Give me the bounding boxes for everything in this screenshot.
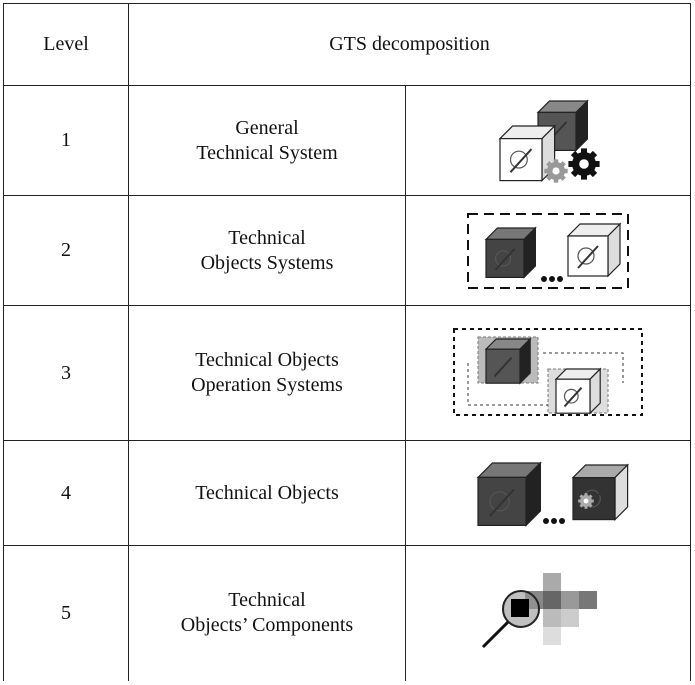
icon-cell: [405, 440, 691, 546]
header-row: Level GTS decomposition: [3, 3, 691, 86]
level-cell: 5: [3, 545, 129, 681]
icon-cell: [405, 85, 691, 196]
level-cell: 2: [3, 195, 129, 306]
icon: [481, 573, 597, 649]
name-line: Technical: [228, 589, 306, 612]
level-cell: 1: [3, 85, 129, 196]
row: 3 Technical Objects Operation Systems: [3, 305, 691, 441]
name-cell: Technical Objects’ Components: [128, 545, 406, 681]
name-cell: Technical Objects Operation Systems: [128, 305, 406, 441]
name-cell: Technical Objects: [128, 440, 406, 546]
name-line: Objects Systems: [200, 251, 334, 274]
icon: [467, 212, 629, 289]
level-cell: 4: [3, 440, 129, 546]
icon: [453, 328, 643, 416]
name-cell: Technical Objects Systems: [128, 195, 406, 306]
table-body: Level GTS decomposition 1 General Technica…: [3, 3, 691, 681]
name-line: Technical System: [196, 141, 338, 164]
icon-cell: [405, 195, 691, 306]
row: 1 General Technical System: [3, 85, 691, 196]
name-line: Technical Objects: [195, 349, 339, 371]
name-line: Technical Objects: [195, 481, 339, 504]
icon: [476, 461, 630, 527]
row: 4 Technical Objects: [3, 440, 691, 546]
name-cell: General Technical System: [128, 85, 406, 196]
icon-cell: [405, 545, 691, 681]
name-line: Technical: [228, 226, 306, 249]
name-line: Operation Systems: [191, 374, 343, 396]
level-cell: 3: [3, 305, 129, 441]
header-cell: GTS decomposition: [128, 3, 691, 86]
header-cell: Level: [3, 3, 129, 86]
name-line: General: [235, 116, 299, 139]
row: 2 Technical Objects Systems: [3, 195, 691, 306]
row: 5 Technical Objects’ Components: [3, 545, 691, 681]
gts-table: Level GTS decomposition 1 General Technica…: [3, 3, 691, 681]
icon-cell: [405, 305, 691, 441]
name-line: Objects’ Components: [180, 614, 354, 637]
icon: [498, 99, 600, 183]
